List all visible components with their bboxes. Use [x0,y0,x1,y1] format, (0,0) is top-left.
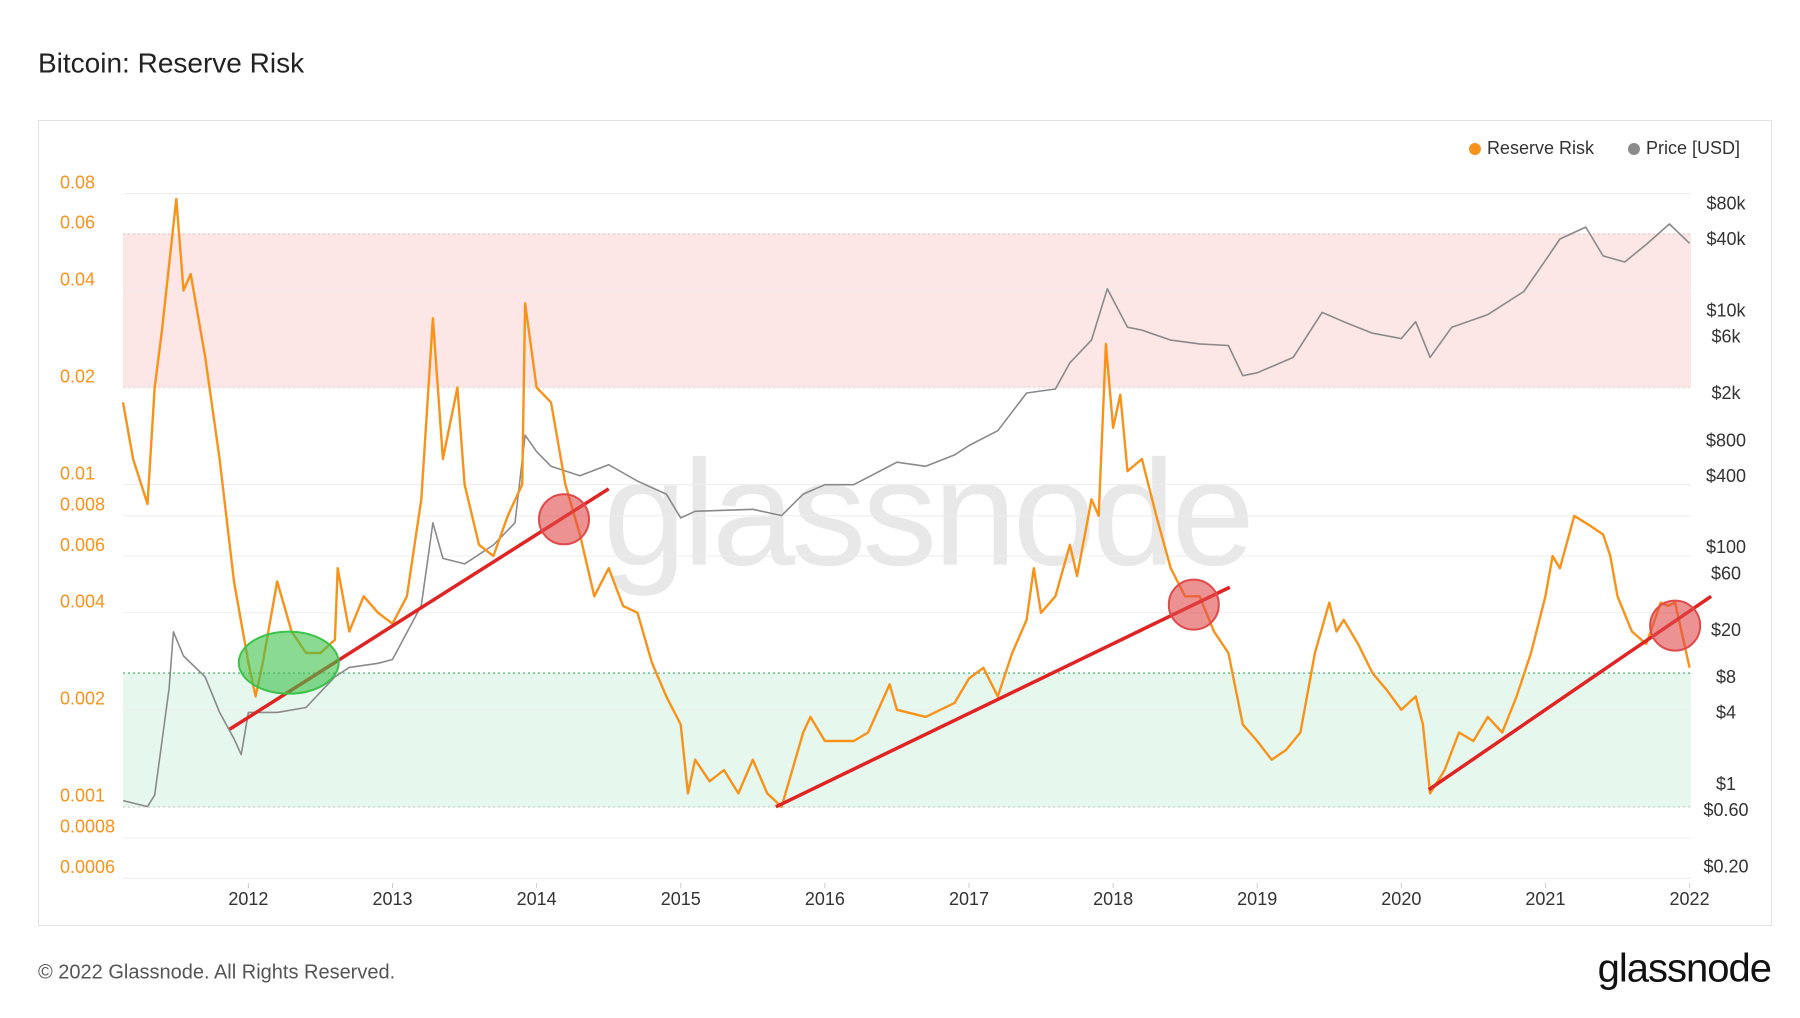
x-tick-label: 2014 [517,889,557,909]
y2-tick-label: $400 [1706,466,1746,486]
y2-tick-label: $0.20 [1703,857,1748,877]
y2-tick-label: $6k [1711,327,1741,347]
y-tick-label: 0.06 [60,213,95,233]
x-tick-label: 2021 [1525,889,1565,909]
x-tick-label: 2012 [228,889,268,909]
y2-tick-label: $800 [1706,430,1746,450]
y2-tick-label: $4 [1716,703,1736,723]
y-tick-label: 0.04 [60,269,95,289]
y-tick-label: 0.008 [60,495,105,515]
highlight-marker [538,493,590,546]
series-line [121,197,1691,808]
legend-swatch [1627,143,1640,155]
y2-tick-label: $1 [1716,774,1736,794]
y2-tick-label: $20 [1711,620,1741,640]
trendline [775,585,1231,809]
legend-swatch [1468,143,1481,155]
y2-tick-label: $60 [1711,563,1741,583]
x-tick-label: 2015 [661,889,701,909]
legend-label: Reserve Risk [1487,138,1595,158]
highlight-marker [1649,599,1702,652]
y2-tick-label: $2k [1711,383,1741,403]
x-tick-label: 2016 [805,889,845,909]
y2-tick-label: $40k [1706,229,1746,249]
y-tick-label: 0.01 [60,463,95,483]
y2-tick-label: $100 [1706,537,1746,557]
y2-tick-label: $8 [1716,667,1736,687]
x-tick-label: 2019 [1237,889,1277,909]
zone-band [123,233,1691,388]
y2-tick-label: $0.60 [1703,800,1748,820]
y-tick-label: 0.08 [60,172,95,192]
footer: © 2022 Glassnode. All Rights Reserved. [38,961,395,983]
y-tick-label: 0.02 [60,366,95,386]
y2-tick-label: $80k [1706,194,1746,214]
highlight-marker [1167,578,1220,631]
series-line [122,223,1691,808]
highlight-marker [237,630,340,695]
legend-label: Price [USD] [1646,138,1740,158]
brand-logo: glassnode [1598,947,1771,991]
y-tick-label: 0.0008 [60,817,115,837]
y-tick-label: 0.002 [60,689,105,709]
x-tick-label: 2013 [372,889,412,909]
x-tick-label: 2018 [1093,889,1133,909]
y-tick-label: 0.006 [60,535,105,555]
chart-title: Bitcoin: Reserve Risk [38,47,305,78]
watermark: glassnode [603,429,1251,597]
y-tick-label: 0.0006 [60,857,115,877]
x-tick-label: 2022 [1670,889,1710,909]
x-tick-label: 2020 [1381,889,1421,909]
y2-tick-label: $10k [1706,300,1746,320]
y-tick-label: 0.001 [60,786,105,806]
x-tick-label: 2017 [949,889,989,909]
y-tick-label: 0.004 [60,592,105,612]
